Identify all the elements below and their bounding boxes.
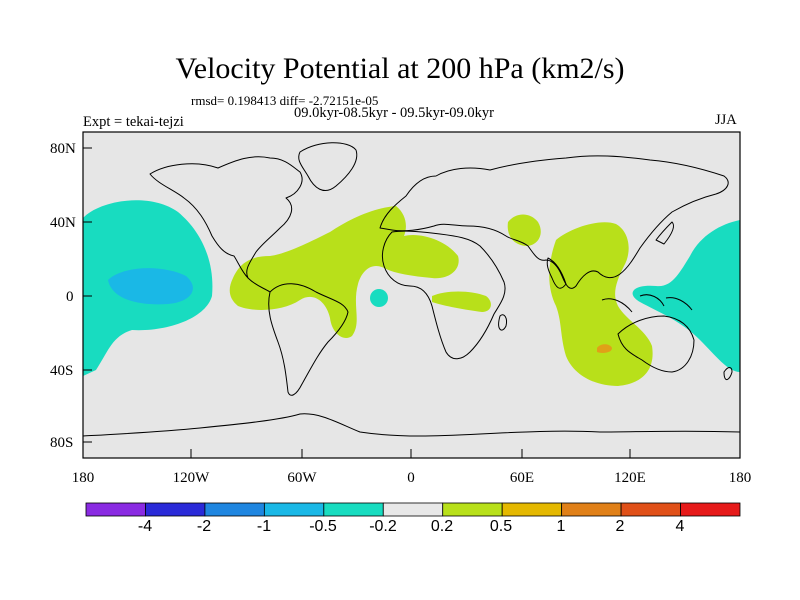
colorbar-label: 1 — [557, 518, 566, 535]
lon-tick-label: 60W — [287, 470, 317, 486]
africa-coast — [381, 230, 506, 360]
positive-anomaly-africa — [432, 291, 491, 312]
greenland-coast — [298, 142, 358, 191]
lat-tick-label: 80N — [50, 141, 76, 157]
positive-anomaly-atlantic — [229, 206, 459, 338]
colorbar-swatch — [382, 502, 444, 517]
plot-title: Velocity Potential at 200 hPa (km2/s) — [175, 52, 625, 85]
colorbar-swatch — [204, 502, 265, 517]
lat-tick-label: 80S — [50, 435, 73, 451]
latitude-axis: 80N 40N 0 40S 80S — [50, 141, 92, 451]
strong-positive-spot — [597, 344, 612, 353]
lat-tick-label: 0 — [66, 289, 74, 305]
japan-coast — [655, 221, 675, 245]
central-america-coast — [247, 277, 271, 293]
colorbar-swatch — [263, 502, 325, 517]
colorbar-label: 0.5 — [490, 518, 512, 535]
negative-anomaly-atlantic — [370, 289, 388, 307]
colorbar-swatch — [501, 502, 563, 517]
colorbar-swatch — [145, 502, 206, 517]
eurasia-coast — [379, 155, 729, 289]
longitude-axis: 180 120W 60W 0 60E 120E 180 — [72, 449, 752, 486]
colorbar-label: -0.2 — [369, 518, 397, 535]
south-america-coast — [268, 283, 349, 396]
stats-line: rmsd= 0.198413 diff= -2.72151e-05 — [191, 93, 379, 108]
madagascar-coast — [498, 314, 507, 331]
positive-anomaly-arabia — [507, 214, 541, 246]
lon-tick-label: 180 — [72, 470, 95, 486]
anomaly-shading — [83, 200, 740, 386]
new-zealand-coast — [723, 367, 733, 380]
lat-tick-label: 40N — [50, 215, 76, 231]
colorbar-swatch — [620, 502, 681, 517]
experiment-subtitle: 09.0kyr-08.5kyr - 09.5kyr-09.0kyr — [294, 105, 494, 121]
experiment-label: Expt = tekai-tejzi — [83, 114, 184, 130]
colorbar-swatch — [442, 502, 503, 517]
colorbar-swatch — [561, 502, 622, 517]
australia-coast — [617, 315, 695, 373]
lon-tick-label: 0 — [407, 470, 415, 486]
colorbar-label: -2 — [197, 518, 211, 535]
colorbar-swatch — [323, 502, 384, 517]
lon-tick-label: 120E — [614, 470, 646, 486]
colorbar-label: 4 — [676, 518, 685, 535]
colorbar-label: 2 — [616, 518, 625, 535]
antarctica-coast — [82, 413, 741, 437]
strong-negative-center — [108, 268, 193, 305]
colorbar-label: -0.5 — [309, 518, 337, 535]
india-coast — [546, 257, 567, 289]
colorbar-label: -1 — [257, 518, 271, 535]
north-america-coast — [149, 156, 303, 279]
season-label: JJA — [715, 112, 737, 128]
coastlines — [82, 142, 741, 437]
positive-anomaly-indian-ocean — [549, 222, 653, 386]
lat-tick-label: 40S — [50, 363, 73, 379]
colorbar: -4 -2 -1 -0.5 -0.2 0.2 0.5 1 2 4 — [85, 502, 741, 535]
lon-tick-label: 120W — [173, 470, 211, 486]
colorbar-swatch — [680, 502, 741, 517]
negative-anomaly-west-pacific — [632, 220, 740, 372]
lon-tick-label: 180 — [729, 470, 752, 486]
southeast-asia-islands — [601, 294, 693, 313]
lon-tick-label: 60E — [510, 470, 534, 486]
colorbar-label: 0.2 — [431, 518, 453, 535]
colorbar-swatch — [85, 502, 146, 517]
colorbar-label: -4 — [138, 518, 152, 535]
